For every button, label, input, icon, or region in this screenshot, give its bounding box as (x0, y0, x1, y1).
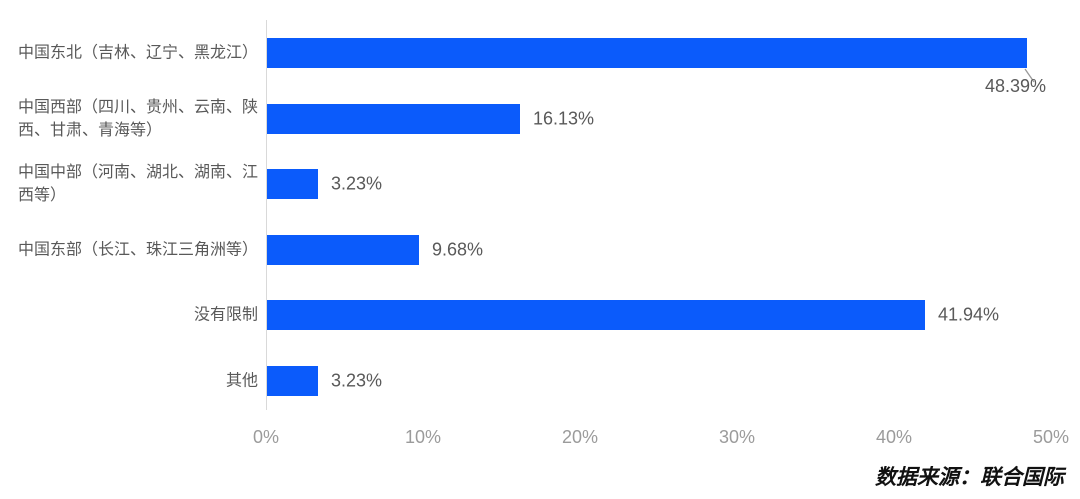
bar (267, 104, 520, 134)
category-label-text: 其他 (225, 372, 258, 390)
x-axis-tick-label: 50% (1032, 427, 1070, 447)
data-source-caption: 数据来源：联合国际 (875, 465, 1064, 489)
category-label-text: 没有限制 (193, 306, 258, 324)
y-axis-line (266, 20, 267, 410)
x-axis-tick-label: 0% (252, 427, 280, 447)
value-label: 9.68% (432, 239, 484, 260)
x-axis-tick-label: 40% (875, 427, 913, 447)
label-leader-line (1024, 68, 1035, 83)
category-label: 中国东部（长江、珠江三角洲等） (6, 238, 258, 261)
x-axis-tick-label: 10% (404, 427, 442, 447)
category-label-text: 中国中部（河南、湖北、湖南、江 西等） (17, 164, 258, 205)
bar (267, 235, 419, 265)
x-axis-tick-label: 30% (718, 427, 756, 447)
category-label-text: 中国东部（长江、珠江三角洲等） (17, 241, 258, 259)
category-label: 没有限制 (6, 304, 258, 327)
category-label: 其他 (6, 369, 258, 392)
bar (267, 366, 318, 396)
category-label: 中国中部（河南、湖北、湖南、江 西等） (6, 161, 258, 207)
value-label: 3.23% (331, 370, 383, 391)
value-label: 48.39% (985, 76, 1047, 96)
bar (267, 169, 318, 199)
value-label: 3.23% (331, 173, 383, 194)
category-label-text: 中国东北（吉林、辽宁、黑龙江） (17, 44, 258, 62)
value-label: 16.13% (533, 108, 595, 129)
category-label: 中国东北（吉林、辽宁、黑龙江） (6, 41, 258, 64)
category-label-text: 中国西部（四川、贵州、云南、陕 西、甘肃、青海等） (17, 98, 258, 139)
value-label: 41.94% (938, 304, 1000, 325)
bar (267, 38, 1027, 68)
x-axis-tick-label: 20% (561, 427, 599, 447)
bar (267, 300, 925, 330)
category-label: 中国西部（四川、贵州、云南、陕 西、甘肃、青海等） (6, 95, 258, 141)
